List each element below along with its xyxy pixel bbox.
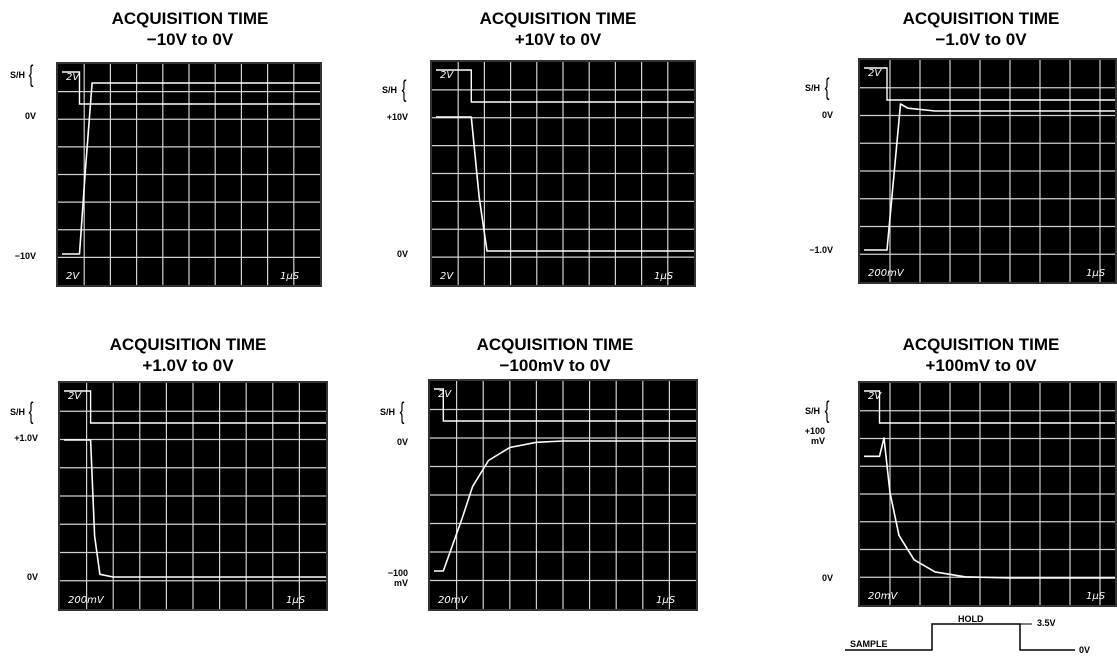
scope-plot: 2V 20mV 1μS	[430, 381, 696, 609]
scale-label-bottom-left: 2V	[440, 271, 454, 282]
scope-panel-4: ACQUISITION TIME +1.0V to 0V { S/H +1.0V…	[0, 325, 370, 625]
scale-label-top-left: 2V	[66, 72, 80, 83]
y-label-bottom: 0V	[821, 573, 833, 583]
scope-plot: 2V 200mV 1μS	[60, 383, 326, 609]
sh-gate-trace	[64, 390, 326, 424]
scale-label-bottom-right: 1μS	[286, 595, 306, 606]
scale-label-bottom-right: 1μS	[654, 271, 674, 282]
sh-brace: {	[824, 74, 830, 101]
sh-gate-trace	[62, 71, 320, 105]
sh-brace: {	[28, 398, 34, 425]
panel-title: ACQUISITION TIME −10V to 0V	[111, 9, 269, 49]
scope-screen: 2V 2V 1μS	[430, 60, 696, 287]
scope-plot: 2V 2V 1μS	[432, 62, 694, 285]
sh-label: S/H	[10, 70, 26, 80]
scope-panel-3: ACQUISITION TIME −1.0V to 0V { S/H 0V −1…	[745, 0, 1117, 300]
high-level-label: 3.5V	[1037, 618, 1056, 628]
scale-label-bottom-left: 20mV	[868, 591, 898, 602]
scale-label-bottom-left: 200mV	[68, 595, 105, 606]
signal-trace	[864, 103, 1115, 251]
panel-title: ACQUISITION TIME +1.0V to 0V	[109, 335, 267, 375]
y-label-bottom: 0V	[396, 249, 408, 259]
y-label-top: 0V	[396, 437, 408, 447]
sh-label: S/H	[805, 83, 821, 93]
y-label-bottom: −10V	[14, 251, 36, 261]
scope-plot: 2V 20mV 1μS	[860, 383, 1115, 605]
scope-panel-5: ACQUISITION TIME −100mV to 0V { S/H 0V −…	[370, 325, 745, 625]
scale-label-top-left: 2V	[868, 68, 882, 79]
scale-label-top-left: 2V	[438, 389, 452, 400]
sh-label: S/H	[382, 85, 398, 95]
hold-label: HOLD	[958, 614, 984, 624]
signal-trace	[434, 440, 696, 572]
scope-plot: 2V 200mV 1μS	[860, 60, 1115, 282]
signal-trace	[436, 116, 694, 252]
y-label-top: +10V	[386, 112, 408, 122]
sh-label: S/H	[805, 406, 821, 416]
timing-diagram	[845, 623, 1075, 651]
scope-screen: 2V 200mV 1μS	[858, 58, 1117, 284]
y-label-top: 0V	[24, 111, 36, 121]
scale-label-bottom-right: 1μS	[1086, 268, 1106, 279]
sample-label: SAMPLE	[850, 639, 888, 649]
sh-label: S/H	[10, 407, 26, 417]
sh-gate-trace	[864, 67, 1115, 101]
scope-screen: 2V 20mV 1μS	[858, 381, 1117, 607]
sh-gate-trace	[864, 390, 1115, 424]
signal-trace	[864, 437, 1115, 579]
sh-brace: {	[401, 76, 407, 103]
y-label-bottom: 0V	[26, 572, 38, 582]
scope-panel-6: ACQUISITION TIME +100mV to 0V { S/H +100…	[745, 325, 1117, 660]
y-label-top: +1.0V	[14, 433, 38, 443]
scope-panel-2: ACQUISITION TIME +10V to 0V { S/H +10V 0…	[370, 0, 745, 300]
sh-gate-trace	[436, 69, 694, 103]
scale-label-bottom-left: 2V	[66, 271, 80, 282]
scale-label-top-left: 2V	[868, 391, 882, 402]
signal-trace	[64, 439, 326, 578]
y-label-bottom: −1.0V	[809, 245, 833, 255]
scope-screen: 2V 2V 1μS	[56, 62, 322, 287]
scale-label-top-left: 2V	[68, 391, 82, 402]
sh-brace: {	[28, 61, 34, 88]
panel-title: ACQUISITION TIME +10V to 0V	[479, 9, 637, 49]
panel-title: ACQUISITION TIME −1.0V to 0V	[902, 9, 1060, 49]
scale-label-bottom-right: 1μS	[656, 595, 676, 606]
sh-label: S/H	[380, 407, 396, 417]
scale-label-bottom-right: 1μS	[1086, 591, 1106, 602]
scope-panel-1: ACQUISITION TIME −10V to 0V { S/H 0V −10…	[0, 0, 370, 300]
panel-title: ACQUISITION TIME −100mV to 0V	[476, 335, 634, 375]
scale-label-bottom-left: 200mV	[868, 268, 905, 279]
scope-screen: 2V 200mV 1μS	[58, 381, 328, 611]
signal-trace	[62, 82, 320, 255]
y-label-top: +100 mV	[804, 426, 825, 446]
timing-waveform	[845, 623, 1075, 651]
sh-brace: {	[399, 398, 405, 425]
scale-label-top-left: 2V	[440, 70, 454, 81]
sh-gate-trace	[434, 388, 696, 422]
y-label-bottom: −100 mV	[387, 568, 408, 588]
sh-brace: {	[824, 397, 830, 424]
low-level-label: 0V	[1079, 645, 1091, 655]
scope-plot: 2V 2V 1μS	[58, 64, 320, 285]
scale-label-bottom-left: 20mV	[438, 595, 468, 606]
panel-title: ACQUISITION TIME +100mV to 0V	[902, 335, 1060, 375]
y-label-top: 0V	[821, 110, 833, 120]
scale-label-bottom-right: 1μS	[280, 271, 300, 282]
scope-screen: 2V 20mV 1μS	[428, 379, 698, 611]
